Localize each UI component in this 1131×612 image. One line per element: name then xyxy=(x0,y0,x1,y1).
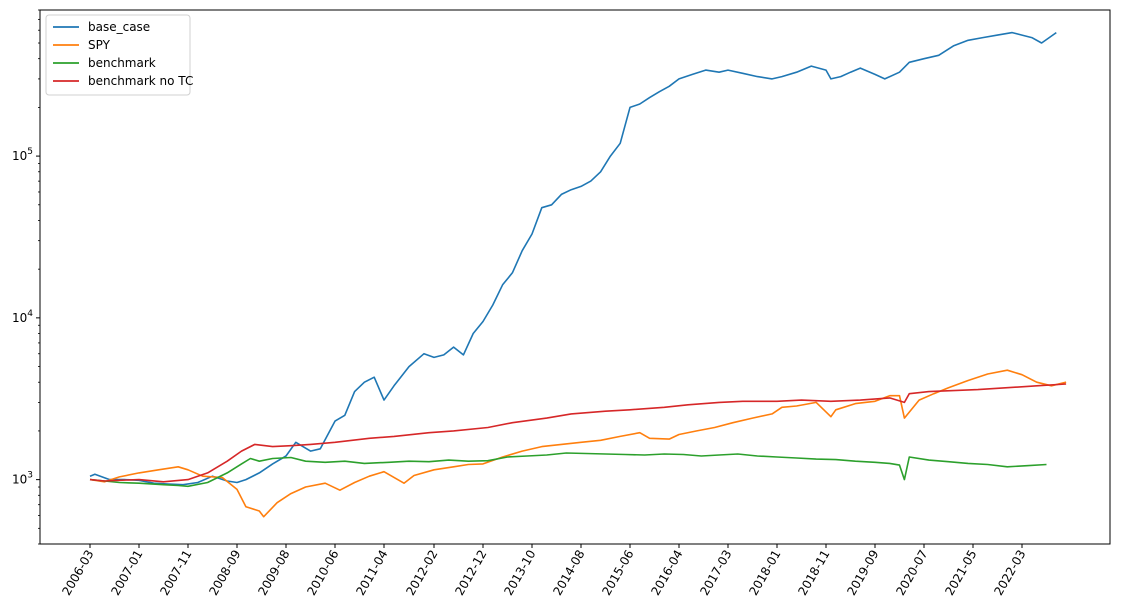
legend-label: benchmark xyxy=(88,56,156,70)
x-tick-label: 2014-08 xyxy=(550,548,587,598)
legend-box xyxy=(45,14,191,96)
series-line-benchmark-no-tc xyxy=(89,383,1067,483)
x-tick-label: 2021-05 xyxy=(942,548,979,598)
x-axis: 2006-03 2007-01 2007-11 2008-09 2009-08 2010-… xyxy=(59,544,1029,598)
series-line-base-case xyxy=(89,31,1057,486)
y-axis: 103 104 105 xyxy=(12,9,40,545)
x-tick-label: 2007-01 xyxy=(108,548,145,598)
x-tick-label: 2010-06 xyxy=(304,548,341,598)
x-tick-label: 2013-10 xyxy=(501,548,538,598)
y-tick-label: 103 xyxy=(12,471,33,487)
x-tick-label: 2012-02 xyxy=(403,548,440,598)
x-tick-label: 2018-01 xyxy=(746,548,783,598)
x-tick-label: 2020-07 xyxy=(893,548,930,598)
x-tick-label: 2018-11 xyxy=(795,548,832,598)
series-line-benchmark xyxy=(89,452,1047,488)
y-tick-label: 104 xyxy=(12,309,33,325)
plot-frame xyxy=(39,9,1111,545)
legend-label: base_case xyxy=(88,20,150,34)
x-tick-label: 2017-03 xyxy=(697,548,734,598)
series-line-spy xyxy=(89,369,1067,518)
x-tick-label: 2015-06 xyxy=(599,548,636,598)
x-tick-label: 2006-03 xyxy=(59,548,96,598)
x-tick-label: 2019-09 xyxy=(844,548,881,598)
x-tick-label: 2009-08 xyxy=(255,548,292,598)
legend: base_case SPY benchmark benchmark no TC xyxy=(45,14,193,96)
x-tick-label: 2011-04 xyxy=(353,548,390,598)
x-tick-label: 2022-03 xyxy=(991,548,1028,598)
x-tick-label: 2016-04 xyxy=(648,548,685,598)
series-layer xyxy=(89,31,1067,518)
x-tick-label: 2008-09 xyxy=(206,548,243,598)
legend-label: SPY xyxy=(88,38,111,52)
x-tick-label: 2012-12 xyxy=(452,548,489,598)
x-tick-label: 2007-11 xyxy=(157,548,194,598)
legend-label: benchmark no TC xyxy=(88,74,193,88)
y-tick-label: 105 xyxy=(12,147,33,163)
